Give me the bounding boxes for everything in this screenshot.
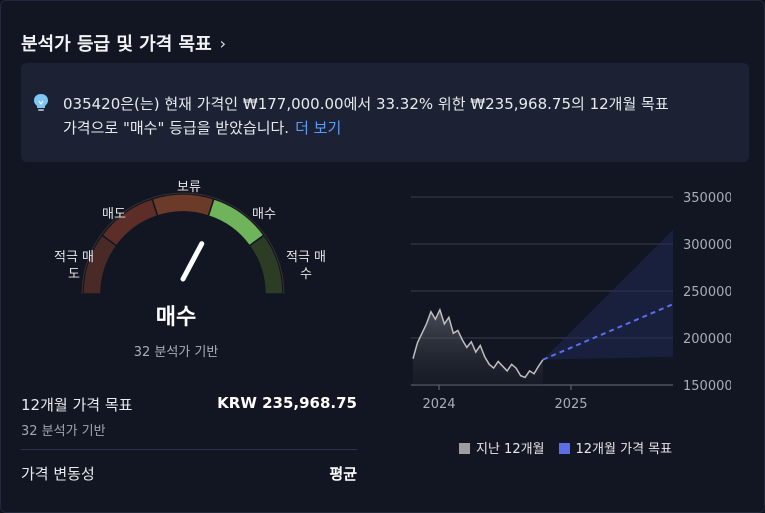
- summary-line-1: 035420은(는) 현재 가격인 ₩177,000.00에서 33.32% 위…: [63, 92, 729, 116]
- volatility-label: 가격 변동성: [21, 463, 95, 484]
- gauge-label-strong-buy: 적극 매 수: [276, 249, 336, 283]
- gauge-label-hold: 보류: [169, 179, 209, 196]
- legend-swatch-target: [559, 443, 570, 454]
- x-tick-label: 2025: [554, 397, 587, 412]
- rating-basis: 32 분석가 기반: [111, 341, 241, 360]
- gauge-label-buy: 매수: [244, 206, 284, 223]
- rating-value: 매수: [131, 299, 221, 331]
- gauge-label-strong-sell-1: 적극 매: [49, 249, 99, 266]
- gauge-label-strong-buy-2: 수: [276, 266, 336, 283]
- target-range-band: [543, 230, 673, 360]
- y-tick-label: 150000: [683, 379, 731, 394]
- price-chart: 350000 300000 250000 200000 150000 2024 2025: [411, 181, 731, 421]
- history-area: [413, 310, 543, 385]
- divider: [21, 449, 357, 450]
- summary-box: 035420은(는) 현재 가격인 ₩177,000.00에서 33.32% 위…: [21, 63, 749, 162]
- chevron-right-icon: ›: [220, 34, 226, 53]
- y-tick-label: 250000: [683, 285, 731, 300]
- gauge-label-strong-buy-1: 적극 매: [276, 249, 336, 266]
- legend-swatch-history: [459, 443, 470, 454]
- gauge-segment-hold: [152, 194, 214, 216]
- gauge-label-strong-sell: 적극 매 도: [49, 249, 99, 283]
- legend-item-history[interactable]: 지난 12개월: [459, 438, 545, 457]
- gauge-needle: [183, 244, 202, 279]
- y-tick-label: 200000: [683, 332, 731, 347]
- summary-line-2-text: 가격으로 "매수" 등급을 받았습니다.: [63, 119, 289, 137]
- gauge-label-strong-sell-2: 도: [49, 266, 99, 283]
- y-tick-label: 350000: [683, 191, 731, 206]
- legend-label-history: 지난 12개월: [476, 442, 545, 457]
- volatility-value: 평균: [251, 463, 357, 484]
- target-value: KRW 235,968.75: [201, 394, 357, 412]
- x-tick-label: 2024: [422, 397, 455, 412]
- legend-item-target[interactable]: 12개월 가격 목표: [559, 438, 673, 457]
- target-basis: 32 분석가 기반: [21, 420, 106, 439]
- more-link[interactable]: 더 보기: [295, 119, 341, 137]
- y-tick-label: 300000: [683, 238, 731, 253]
- section-title-text: 분석가 등급 및 가격 목표: [21, 30, 212, 56]
- target-label: 12개월 가격 목표: [21, 394, 132, 415]
- section-title[interactable]: 분석가 등급 및 가격 목표 ›: [21, 30, 226, 56]
- gauge-label-sell: 매도: [94, 206, 134, 223]
- chart-legend: 지난 12개월 12개월 가격 목표: [459, 438, 672, 457]
- summary-line-2: 가격으로 "매수" 등급을 받았습니다. 더 보기: [63, 116, 729, 140]
- legend-label-target: 12개월 가격 목표: [576, 442, 673, 457]
- lightbulb-icon: [33, 93, 49, 113]
